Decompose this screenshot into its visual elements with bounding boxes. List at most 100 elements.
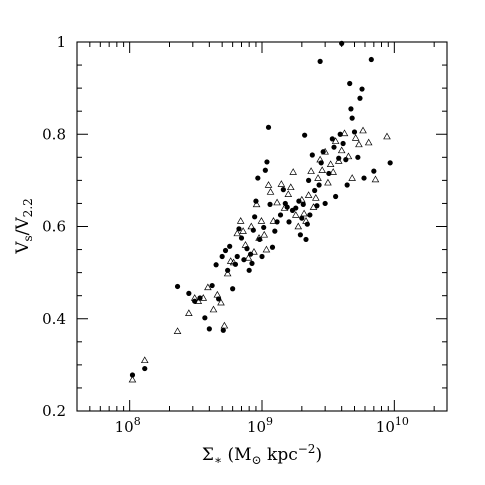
data-point-open-triangle [273,198,281,206]
data-point-filled-circle [216,296,222,302]
data-point-open-triangle [286,183,295,191]
data-point-filled-circle [307,212,313,218]
y-tick-label: 0.4 [42,310,66,328]
data-point-filled-circle [238,235,245,241]
data-point-open-triangle [348,174,356,181]
data-point-filled-circle [318,160,324,166]
data-point-filled-circle [300,201,306,207]
data-point-filled-circle [255,175,261,181]
x-tick-label: 109 [247,415,273,436]
data-point-open-triangle [269,217,278,224]
data-point-filled-circle [348,106,354,112]
data-point-open-triangle [321,147,329,155]
data-point-open-triangle [217,298,225,306]
data-point-open-triangle [318,166,326,173]
data-point-open-triangle [255,234,263,241]
y-axis-label: Vs/V2.2 [13,198,35,255]
data-point-open-triangle [199,294,208,301]
data-point-open-triangle [220,321,229,329]
data-point-open-triangle [250,247,258,255]
data-point-open-triangle [344,152,353,160]
x-axis-ticks: 108 109 1010 [76,42,435,436]
data-point-open-triangle [298,195,306,203]
data-point-open-triangle [229,258,238,266]
data-point-open-triangle [277,180,286,187]
data-point-open-triangle [236,217,245,224]
data-point-open-triangle [209,305,218,313]
data-point-open-triangle [337,146,346,154]
data-point-filled-circle [368,56,374,63]
data-point-filled-circle [206,326,212,332]
data-point-open-triangle [316,155,324,163]
data-point-open-triangle [266,188,275,195]
data-point-filled-circle [284,204,290,210]
data-point-open-triangle [204,283,212,291]
data-point-filled-circle [322,200,328,207]
y-tick-label: 1 [56,33,66,51]
data-point-open-triangle [300,209,308,217]
data-point-filled-circle [355,154,361,160]
data-point-filled-circle [250,227,256,233]
y-axis-ticks: 0.2 0.4 0.6 0.8 1 [42,33,447,420]
data-point-filled-circle [333,193,339,200]
data-point-open-triangle [359,126,367,134]
data-point-open-triangle [291,211,300,218]
data-point-filled-circle [186,290,192,296]
data-point-open-triangle [355,140,363,148]
data-point-open-triangle [351,134,360,141]
data-point-filled-circle [261,224,267,231]
data-point-filled-circle [361,175,367,181]
data-point-open-triangle [294,222,303,230]
data-point-filled-circle [252,214,258,220]
data-point-filled-circle [267,201,273,207]
data-point-open-triangle [262,245,271,253]
data-point-filled-circle [371,168,377,174]
data-point-filled-circle [236,226,242,232]
data-point-open-triangle [128,375,137,383]
data-point-filled-circle [349,115,355,121]
data-point-open-triangle [334,157,343,164]
data-point-open-triangle [185,309,193,316]
data-point-filled-circle [262,167,268,173]
data-point-filled-circle [317,58,323,64]
plot-frame [76,41,448,412]
data-point-filled-circle [344,182,350,188]
data-point-filled-circle [286,219,292,225]
data-point-filled-circle [329,136,335,142]
data-point-filled-circle [129,372,136,378]
data-point-filled-circle [351,129,358,135]
data-point-filled-circle [220,327,226,333]
data-point-open-triangle [284,190,293,197]
data-point-open-triangle [383,132,391,140]
data-point-filled-circle [316,182,322,188]
data-point-filled-circle [299,215,305,221]
data-point-open-triangle [241,241,250,248]
data-point-open-triangle [324,178,332,186]
data-point-filled-circle [347,80,353,87]
data-point-open-triangle [304,191,313,198]
y-tick-label: 0.2 [42,402,66,420]
data-point-open-triangle [314,174,322,181]
data-point-filled-circle [331,144,337,150]
data-point-filled-circle [244,246,250,252]
data-point-filled-circle [314,203,320,209]
data-point-open-triangle [239,227,247,234]
data-point-filled-circle [309,152,315,158]
data-point-filled-circle [142,365,148,372]
data-point-filled-circle [222,247,229,254]
data-point-open-triangle [223,269,232,277]
data-point-filled-circle [232,261,239,267]
data-point-open-triangle [280,204,289,211]
x-tick-label: 1010 [376,415,409,436]
data-point-filled-circle [359,86,365,92]
data-point-filled-circle [259,253,265,260]
data-point-filled-circle [277,212,284,218]
data-point-open-triangle [302,217,310,224]
data-point-open-triangle [233,229,242,237]
data-point-filled-circle [241,257,247,263]
data-point-filled-circle [269,244,276,250]
data-point-open-triangle [371,175,380,183]
data-point-open-triangle [326,160,335,167]
data-point-filled-circle [357,95,363,101]
data-point-filled-circle [280,187,286,193]
